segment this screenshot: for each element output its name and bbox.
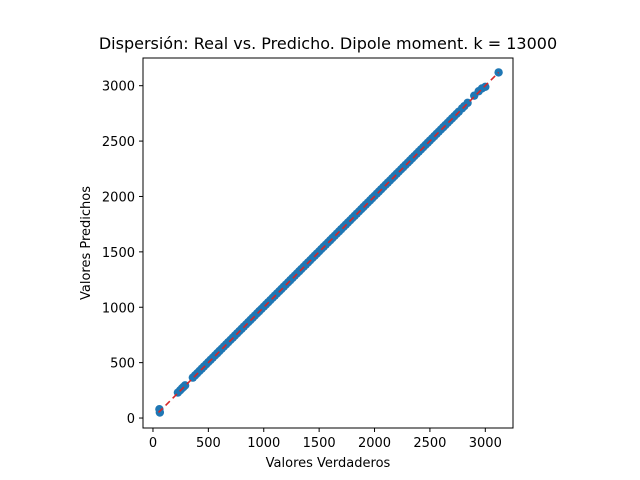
chart-title: Dispersión: Real vs. Predicho. Dipole mo… <box>99 34 557 53</box>
x-tick-label: 0 <box>149 436 157 451</box>
axes-frame <box>142 57 514 429</box>
scatter-point <box>494 68 503 77</box>
x-tick-label: 500 <box>196 436 221 451</box>
plot-area: 0 500 1000 1500 2000 2500 3000 0 500 1000 1500 2000… <box>102 57 514 451</box>
x-tick-label: 1000 <box>247 436 280 451</box>
y-tick-label: 500 <box>110 357 135 372</box>
x-axis-label: Valores Verdaderos <box>266 456 391 471</box>
y-tick-label: 1500 <box>102 246 135 261</box>
y-tick-label: 3000 <box>102 80 135 95</box>
x-tick-label: 2500 <box>413 436 446 451</box>
scatter-point <box>155 408 165 417</box>
y-axis-label: Valores Predichos <box>79 186 94 300</box>
x-tick-label: 2000 <box>358 436 391 451</box>
y-tick-label: 1000 <box>102 301 135 316</box>
x-tick-label: 3000 <box>469 436 502 451</box>
y-tick-label: 0 <box>127 412 135 427</box>
reference-line <box>157 71 500 414</box>
x-tick-label: 1500 <box>303 436 336 451</box>
y-tick-label: 2000 <box>102 190 135 205</box>
y-tick-label: 2500 <box>102 135 135 150</box>
